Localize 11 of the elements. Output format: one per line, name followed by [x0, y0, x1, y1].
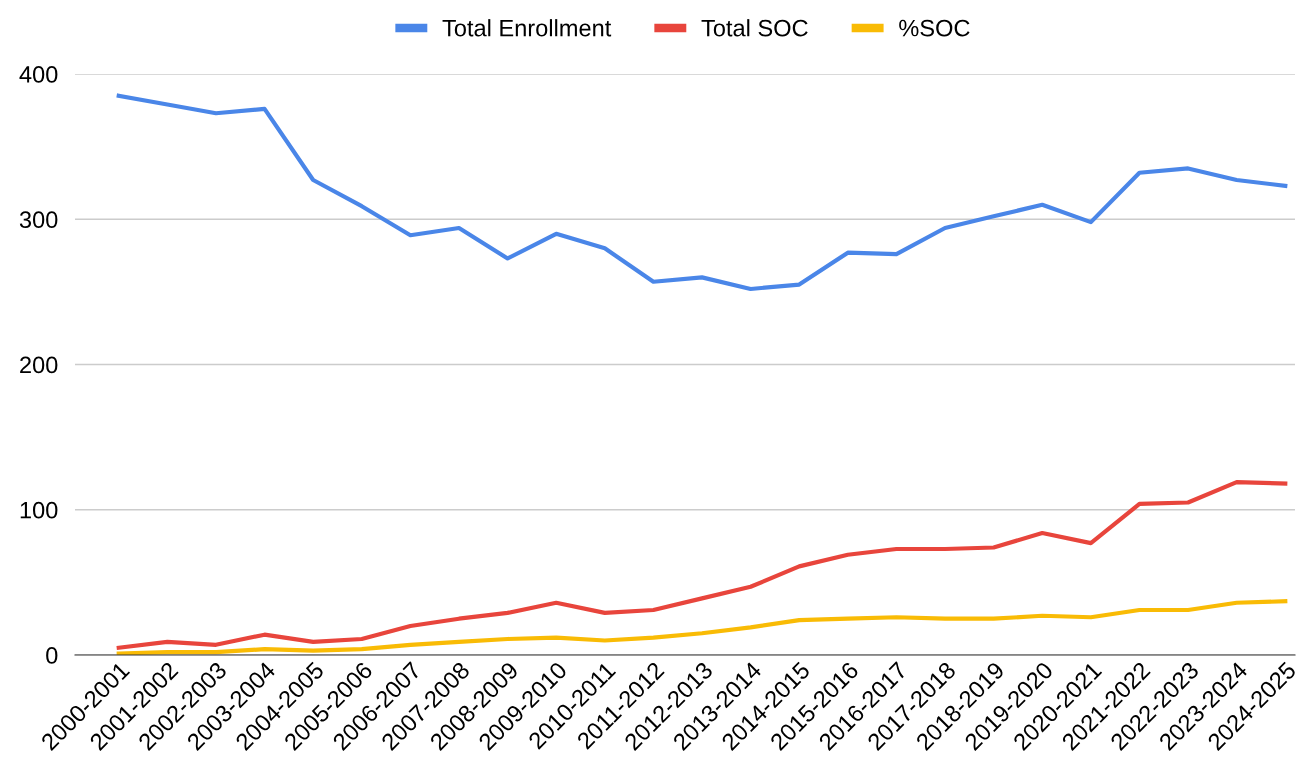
- y-tick-label: 0: [46, 647, 58, 664]
- legend-label: %SOC: [899, 19, 970, 37]
- line-series: [116, 599, 1288, 655]
- y-tick-label: 400: [19, 66, 58, 83]
- line-series: [116, 93, 1288, 292]
- y-tick-label: 100: [20, 501, 58, 519]
- legend-label: Total SOC: [701, 19, 808, 37]
- line-series: [116, 480, 1288, 650]
- y-tick-label: 300: [19, 211, 58, 229]
- y-tick-label: 200: [20, 356, 58, 374]
- legend-label: Total Enrollment: [442, 19, 612, 37]
